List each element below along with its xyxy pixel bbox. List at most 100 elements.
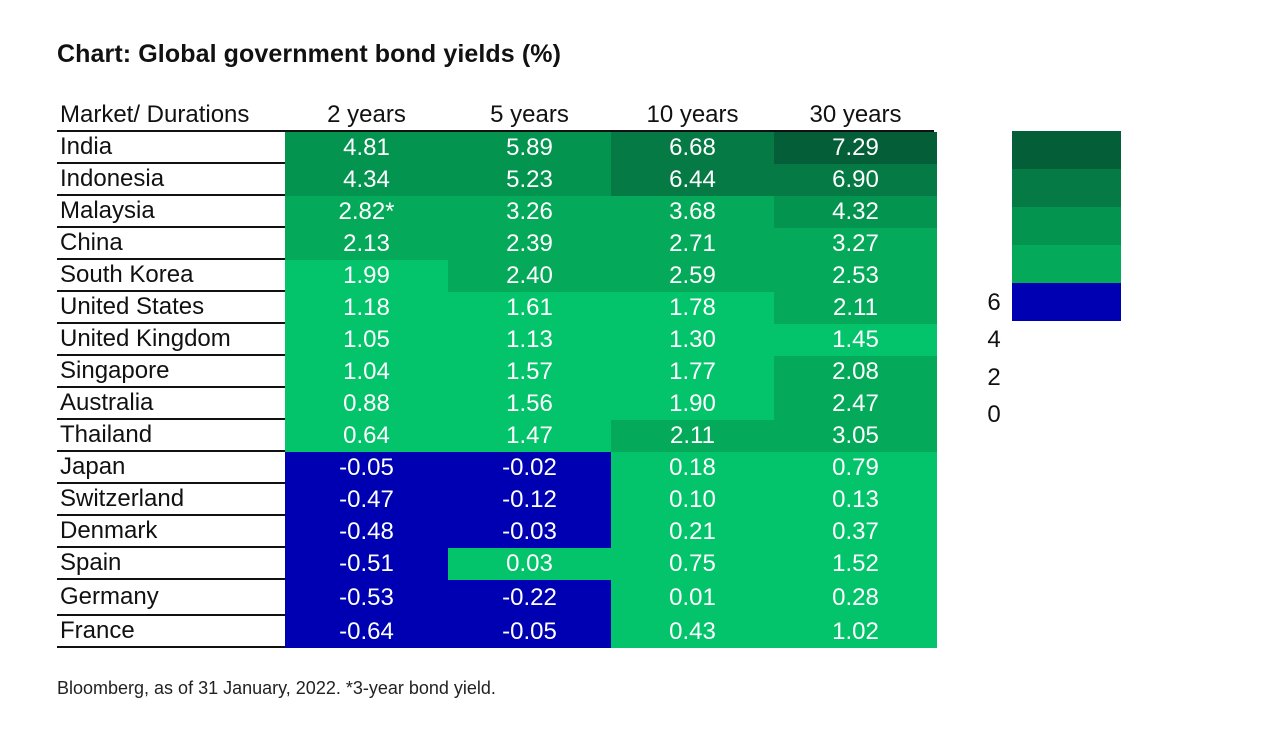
heatmap-cell: 0.01 [611, 580, 774, 616]
heatmap-cell: 1.02 [774, 616, 937, 648]
column-header: 5 years [490, 101, 569, 128]
heatmap-cell: -0.05 [448, 616, 611, 648]
table-row: Indonesia 4.34 5.23 6.44 6.90 [57, 164, 937, 196]
heatmap-cell: -0.12 [448, 484, 611, 516]
heatmap-rows: India 4.81 5.89 6.68 7.29 Indonesia 4.34 5.23 6.… [57, 132, 937, 648]
heatmap-cell: 2.11 [774, 292, 937, 324]
heatmap-cell: 1.57 [448, 356, 611, 388]
heatmap-cell: 0.43 [611, 616, 774, 648]
heatmap-table: Market/ Durations 2 years 5 years 10 yea… [57, 100, 937, 648]
market-label: China [60, 229, 123, 256]
source-note: Bloomberg, as of 31 January, 2022. *3-ye… [57, 678, 496, 698]
chart-title: Chart: Global government bond yields (%) [57, 40, 562, 68]
header-row: Market/ Durations 2 years 5 years 10 yea… [57, 100, 934, 132]
heatmap-cell: 3.27 [774, 228, 937, 260]
heatmap-cell: 2.71 [611, 228, 774, 260]
heatmap-cell: 1.52 [774, 548, 937, 580]
market-label: United States [60, 293, 205, 320]
color-legend: 6 4 2 0 [970, 131, 1130, 427]
heatmap-cell: 6.90 [774, 164, 937, 196]
heatmap-cell: 1.99 [285, 260, 448, 292]
table-row: Japan -0.05 -0.02 0.18 0.79 [57, 452, 937, 484]
legend-swatch [1012, 245, 1121, 283]
heatmap-cell: 2.59 [611, 260, 774, 292]
table-row: France -0.64 -0.05 0.43 1.02 [57, 616, 937, 648]
column-header: 30 years [809, 101, 902, 128]
heatmap-cell: 3.05 [774, 420, 937, 452]
market-label: United Kingdom [60, 325, 231, 352]
table-row: China 2.13 2.39 2.71 3.27 [57, 228, 937, 260]
legend-tick: 2 [987, 364, 1001, 391]
heatmap-cell: 0.37 [774, 516, 937, 548]
table-row: Spain -0.51 0.03 0.75 1.52 [57, 548, 937, 580]
heatmap-cell: 1.05 [285, 324, 448, 356]
market-label: Malaysia [60, 197, 155, 224]
market-label: Indonesia [60, 165, 165, 192]
heatmap-cell: -0.05 [285, 452, 448, 484]
legend-swatch [1012, 169, 1121, 207]
heatmap-cell: -0.47 [285, 484, 448, 516]
heatmap-cell: 6.44 [611, 164, 774, 196]
column-header: 10 years [646, 101, 739, 128]
legend-swatch [1012, 207, 1121, 245]
heatmap-cell: 0.21 [611, 516, 774, 548]
heatmap-cell: -0.03 [448, 516, 611, 548]
heatmap-cell: 5.23 [448, 164, 611, 196]
heatmap-cell: 2.13 [285, 228, 448, 260]
heatmap-cell: 1.18 [285, 292, 448, 324]
heatmap-cell: 1.90 [611, 388, 774, 420]
heatmap-cell: 7.29 [774, 132, 937, 164]
market-label: Germany [60, 583, 159, 610]
heatmap-cell: 3.26 [448, 196, 611, 228]
heatmap-cell: 1.13 [448, 324, 611, 356]
heatmap-cell: 1.30 [611, 324, 774, 356]
table-row: Australia 0.88 1.56 1.90 2.47 [57, 388, 937, 420]
heatmap-cell: -0.64 [285, 616, 448, 648]
heatmap-cell: 2.11 [611, 420, 774, 452]
heatmap-cell: 1.47 [448, 420, 611, 452]
heatmap-cell: 0.28 [774, 580, 937, 616]
heatmap-cell: 1.45 [774, 324, 937, 356]
heatmap-cell: 2.47 [774, 388, 937, 420]
table-row: India 4.81 5.89 6.68 7.29 [57, 132, 937, 164]
column-header: 2 years [327, 101, 406, 128]
market-label: France [60, 617, 135, 644]
heatmap-cell: -0.51 [285, 548, 448, 580]
heatmap-cell: 2.39 [448, 228, 611, 260]
heatmap-cell: 0.75 [611, 548, 774, 580]
market-label: Switzerland [60, 485, 185, 512]
heatmap-cell: 1.77 [611, 356, 774, 388]
heatmap-cell: 1.78 [611, 292, 774, 324]
heatmap-cell: 2.40 [448, 260, 611, 292]
heatmap-cell: 2.08 [774, 356, 937, 388]
legend-tick: 0 [987, 401, 1001, 428]
heatmap-cell: -0.02 [448, 452, 611, 484]
heatmap-cell: 1.61 [448, 292, 611, 324]
legend-swatch [1012, 131, 1121, 169]
table-row: United States 1.18 1.61 1.78 2.11 [57, 292, 937, 324]
legend-tick: 4 [987, 326, 1001, 353]
market-label: Spain [60, 549, 122, 576]
legend-swatch [1012, 283, 1121, 321]
table-row: South Korea 1.99 2.40 2.59 2.53 [57, 260, 937, 292]
heatmap-cell: 2.82* [285, 196, 448, 228]
heatmap-cell: 6.68 [611, 132, 774, 164]
heatmap-cell: -0.22 [448, 580, 611, 616]
table-row: Malaysia 2.82* 3.26 3.68 4.32 [57, 196, 937, 228]
heatmap-cell: 0.64 [285, 420, 448, 452]
heatmap-cell: 5.89 [448, 132, 611, 164]
table-row: United Kingdom 1.05 1.13 1.30 1.45 [57, 324, 937, 356]
heatmap-cell: 3.68 [611, 196, 774, 228]
heatmap-cell: 0.03 [448, 548, 611, 580]
table-row: Germany -0.53 -0.22 0.01 0.28 [57, 580, 937, 616]
heatmap-cell: 1.04 [285, 356, 448, 388]
market-label: Singapore [60, 357, 170, 384]
heatmap-cell: 4.32 [774, 196, 937, 228]
table-row: Thailand 0.64 1.47 2.11 3.05 [57, 420, 937, 452]
heatmap-cell: 2.53 [774, 260, 937, 292]
market-label: Japan [60, 453, 126, 480]
market-label: India [60, 133, 113, 160]
heatmap-cell: 1.56 [448, 388, 611, 420]
market-label: Denmark [60, 517, 158, 544]
heatmap-cell: 0.79 [774, 452, 937, 484]
